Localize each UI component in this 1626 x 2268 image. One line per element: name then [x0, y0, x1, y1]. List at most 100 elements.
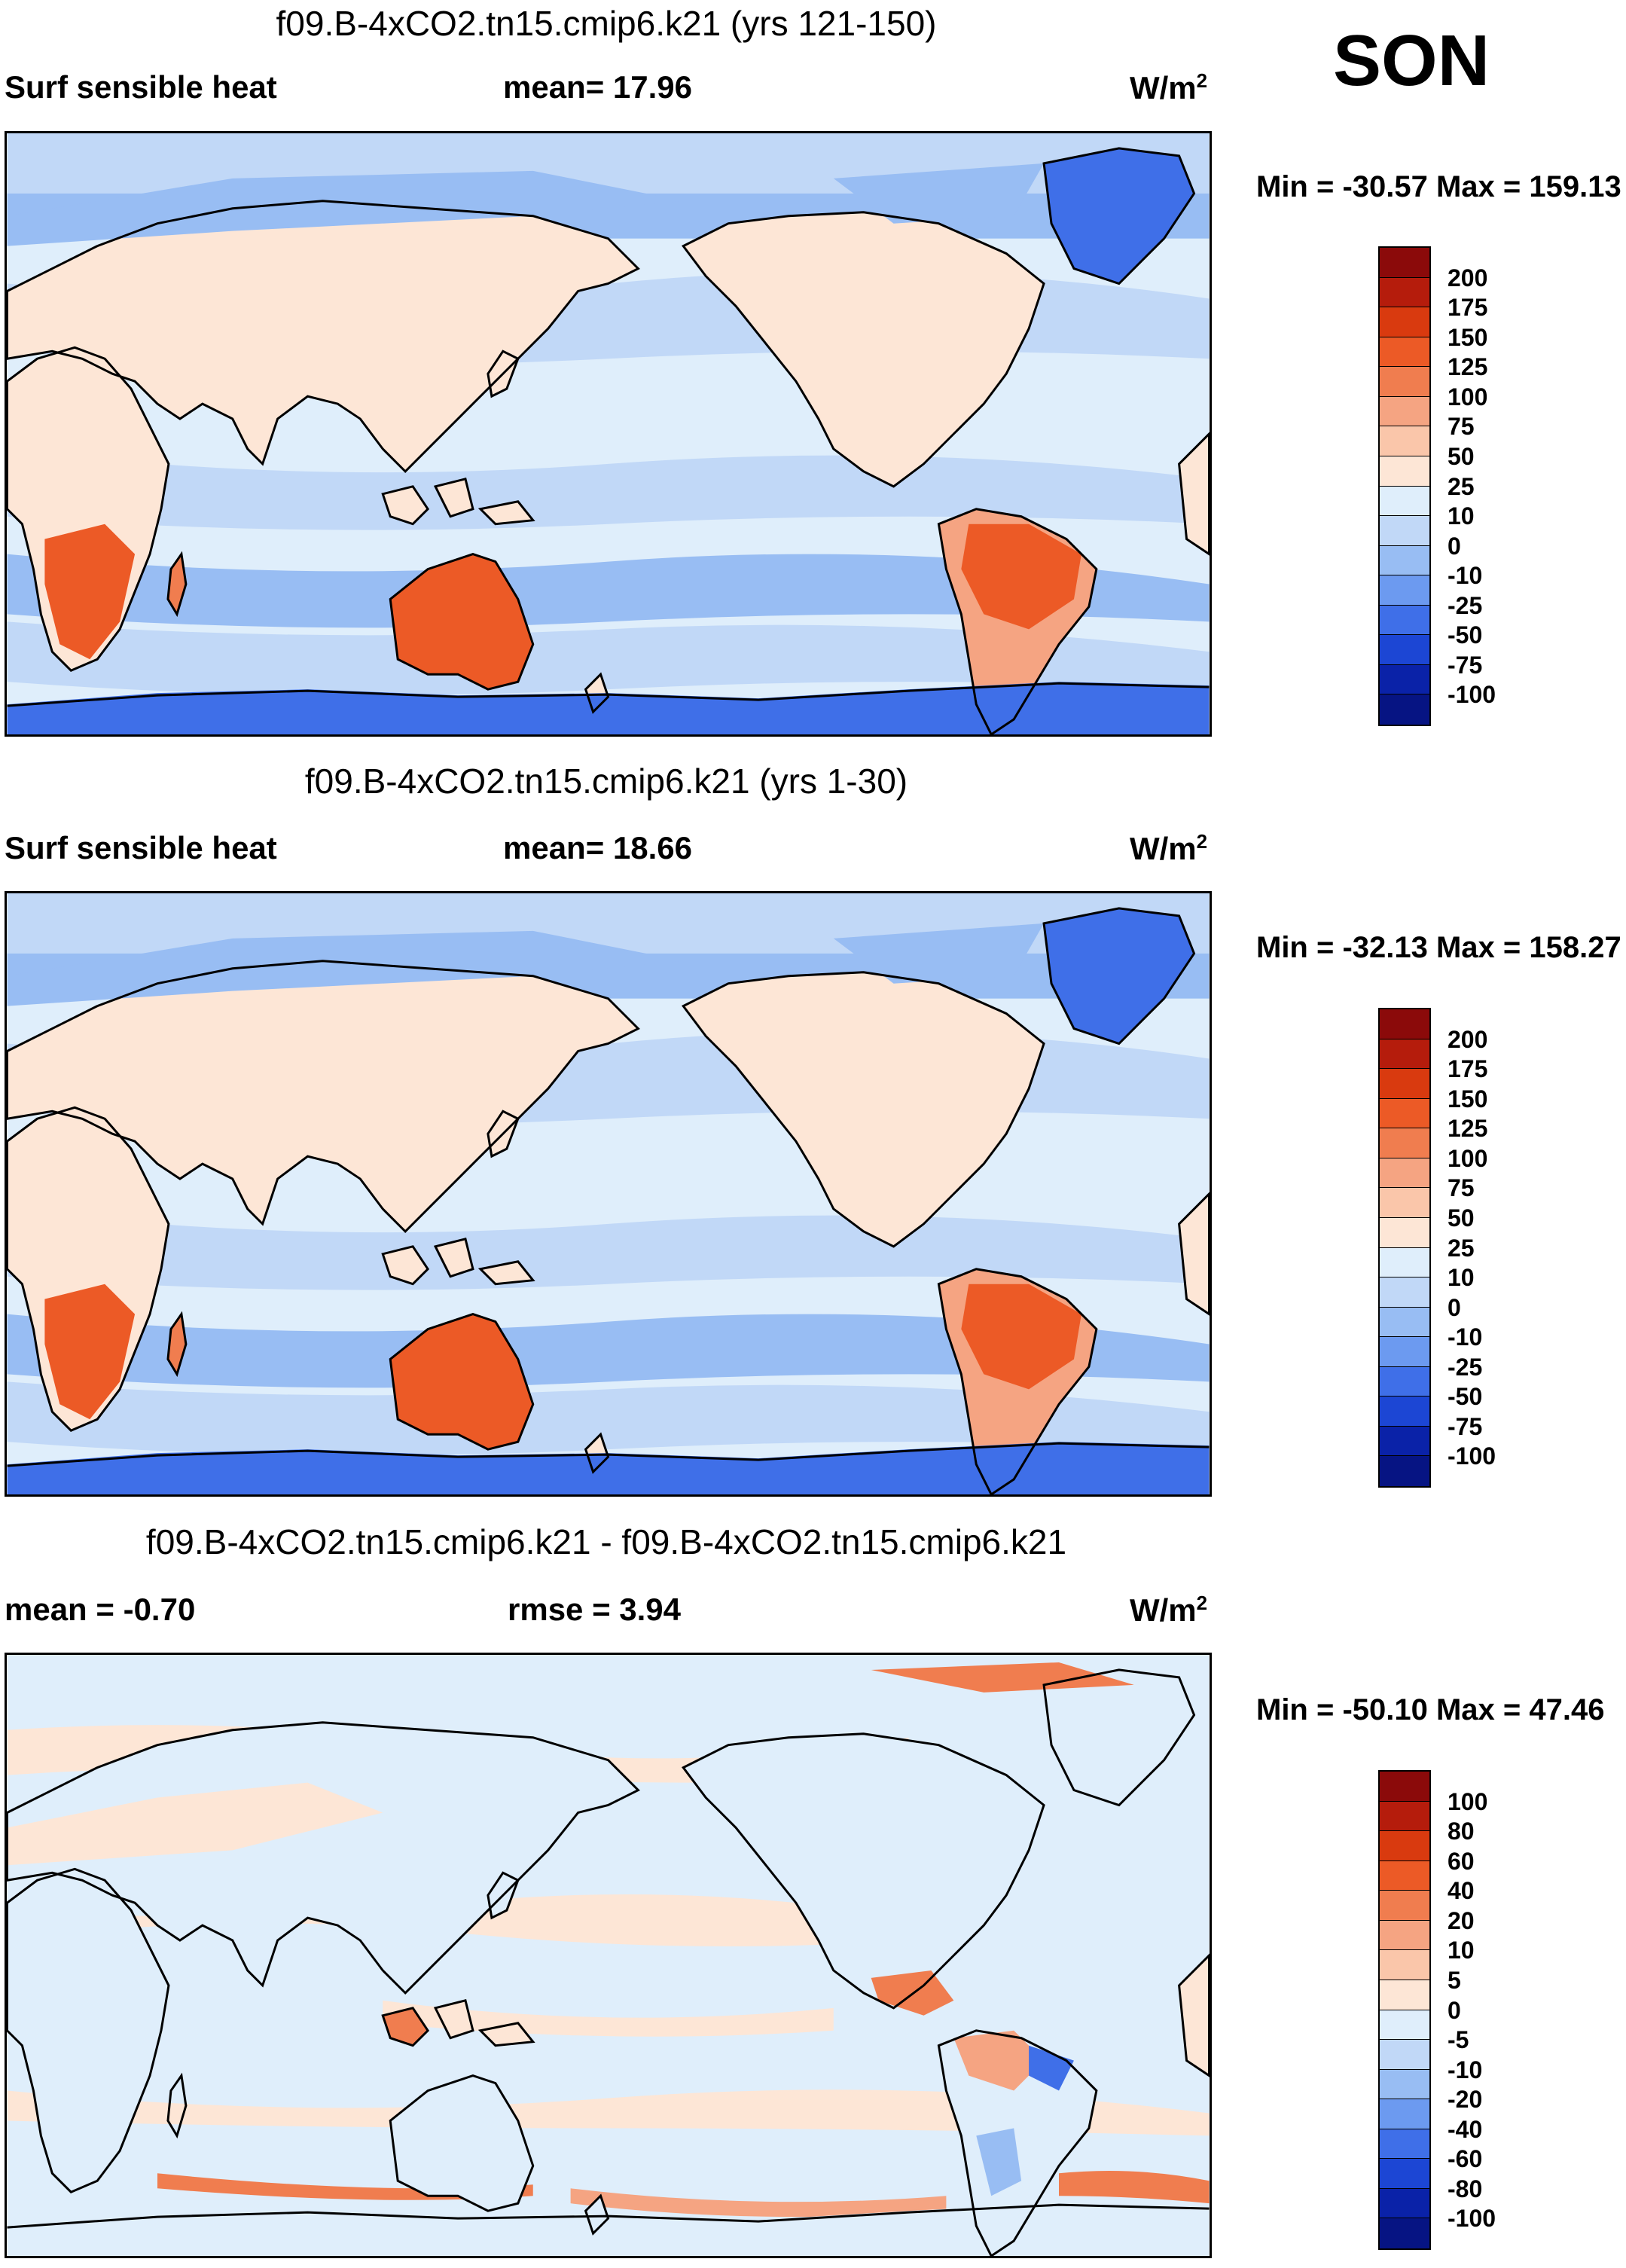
colorbar-tick-label: 25	[1448, 472, 1475, 500]
colorbar-swatch	[1380, 1158, 1429, 1189]
colorbar-swatch	[1380, 2040, 1429, 2070]
colorbar-tick-label: -100	[1448, 1442, 1496, 1470]
colorbar-tick-label: -40	[1448, 2115, 1483, 2143]
colorbar-tick-label: 75	[1448, 413, 1475, 441]
panel-2-mean-label: mean= 18.66	[503, 830, 693, 865]
panel-3-title: f09.B-4xCO2.tn15.cmip6.k21 - f09.B-4xCO2…	[145, 1522, 1067, 1561]
colorbar-swatch	[1380, 307, 1429, 337]
panel-3-colorbar	[1378, 1770, 1431, 2250]
colorbar-tick-label: 100	[1448, 1787, 1488, 1815]
colorbar-tick-label: 75	[1448, 1174, 1475, 1202]
colorbar-tick-label: -10	[1448, 562, 1483, 590]
colorbar-swatch	[1380, 1426, 1429, 1457]
panel-3-minmax: Min = -50.10 Max = 47.46	[1256, 1693, 1605, 1726]
colorbar-tick-label: -20	[1448, 2086, 1483, 2114]
colorbar-swatch	[1380, 1831, 1429, 1861]
panel-2-map	[5, 891, 1212, 1497]
colorbar-swatch	[1380, 694, 1429, 725]
colorbar-swatch	[1380, 516, 1429, 546]
colorbar-swatch	[1380, 575, 1429, 606]
panel-3-map-graphic	[7, 1655, 1210, 2256]
colorbar-swatch	[1380, 1128, 1429, 1158]
colorbar-swatch	[1380, 545, 1429, 576]
colorbar-swatch	[1380, 1920, 1429, 1951]
colorbar-tick-label: -25	[1448, 1353, 1483, 1381]
colorbar-swatch	[1380, 367, 1429, 397]
colorbar-tick-label: 100	[1448, 383, 1488, 411]
colorbar-tick-label: 20	[1448, 1906, 1475, 1934]
colorbar-swatch	[1380, 1397, 1429, 1427]
colorbar-tick-label: 25	[1448, 1234, 1475, 1262]
colorbar-tick-label: -10	[1448, 2056, 1483, 2083]
colorbar-swatch	[1380, 1891, 1429, 1921]
colorbar-swatch	[1380, 1801, 1429, 1832]
panel-3-map	[5, 1653, 1212, 2258]
panel-3-mean-label: mean = -0.70	[5, 1592, 196, 1627]
colorbar-swatch	[1380, 2010, 1429, 2041]
colorbar-tick-label: -75	[1448, 1412, 1483, 1440]
colorbar-swatch	[1380, 2188, 1429, 2219]
colorbar-tick-label: 10	[1448, 502, 1475, 530]
colorbar-tick-label: 100	[1448, 1144, 1488, 1172]
panel-2-map-graphic	[7, 893, 1210, 1494]
colorbar-tick-label: -50	[1448, 1383, 1483, 1411]
panel-2-colorbar	[1378, 1008, 1431, 1488]
colorbar-tick-label: 200	[1448, 1025, 1488, 1053]
colorbar-tick-label: 175	[1448, 294, 1488, 322]
colorbar-tick-label: 150	[1448, 1085, 1488, 1113]
panel-2-units: W/m2	[1130, 830, 1208, 866]
panel-3-units: W/m2	[1130, 1592, 1208, 1628]
colorbar-tick-label: -60	[1448, 2145, 1483, 2173]
colorbar-swatch	[1380, 1772, 1429, 1802]
panel-2-minmax: Min = -32.13 Max = 158.27	[1256, 931, 1621, 964]
colorbar-swatch	[1380, 396, 1429, 427]
colorbar-swatch	[1380, 486, 1429, 517]
colorbar-swatch	[1380, 1366, 1429, 1397]
colorbar-tick-label: 200	[1448, 264, 1488, 292]
colorbar-tick-label: -10	[1448, 1323, 1483, 1351]
panel-1-units: W/m2	[1130, 69, 1208, 105]
panel-1-colorbar	[1378, 246, 1431, 726]
colorbar-swatch	[1380, 2159, 1429, 2189]
season-label: SON	[1333, 20, 1490, 101]
colorbar-tick-label: -80	[1448, 2175, 1483, 2202]
colorbar-swatch	[1380, 605, 1429, 636]
panel-1-title: f09.B-4xCO2.tn15.cmip6.k21 (yrs 121-150)	[276, 4, 937, 43]
colorbar-swatch	[1380, 1307, 1429, 1338]
colorbar-tick-label: -5	[1448, 2026, 1469, 2054]
colorbar-tick-label: 10	[1448, 1937, 1475, 1964]
colorbar-tick-label: 0	[1448, 1996, 1461, 2024]
panel-1-map	[5, 131, 1212, 737]
colorbar-swatch	[1380, 2069, 1429, 2100]
colorbar-tick-label: 50	[1448, 442, 1475, 470]
colorbar-tick-label: -100	[1448, 2205, 1496, 2233]
colorbar-swatch	[1380, 1980, 1429, 2010]
colorbar-tick-label: 10	[1448, 1264, 1475, 1292]
colorbar-swatch	[1380, 1217, 1429, 1248]
colorbar-swatch	[1380, 2218, 1429, 2248]
colorbar-swatch	[1380, 2129, 1429, 2160]
colorbar-swatch	[1380, 1456, 1429, 1486]
panel-1-variable-label: Surf sensible heat	[5, 69, 277, 105]
colorbar-swatch	[1380, 337, 1429, 368]
colorbar-tick-label: 50	[1448, 1204, 1475, 1232]
panel-2-variable-label: Surf sensible heat	[5, 830, 277, 865]
colorbar-swatch	[1380, 426, 1429, 456]
panel-2-title: f09.B-4xCO2.tn15.cmip6.k21 (yrs 1-30)	[304, 762, 908, 801]
panel-1-minmax: Min = -30.57 Max = 159.13	[1256, 170, 1621, 203]
colorbar-tick-label: -50	[1448, 621, 1483, 649]
colorbar-swatch	[1380, 1039, 1429, 1070]
colorbar-tick-label: -25	[1448, 591, 1483, 619]
colorbar-tick-label: 125	[1448, 1115, 1488, 1143]
colorbar-swatch	[1380, 1069, 1429, 1099]
colorbar-tick-label: -100	[1448, 681, 1496, 709]
colorbar-swatch	[1380, 1247, 1429, 1278]
colorbar-swatch	[1380, 635, 1429, 665]
colorbar-tick-label: 60	[1448, 1847, 1475, 1875]
colorbar-tick-label: 40	[1448, 1877, 1475, 1905]
colorbar-swatch	[1380, 1009, 1429, 1039]
colorbar-tick-label: 0	[1448, 1293, 1461, 1321]
colorbar-swatch	[1380, 1860, 1429, 1891]
colorbar-tick-label: -75	[1448, 651, 1483, 679]
colorbar-swatch	[1380, 1277, 1429, 1308]
